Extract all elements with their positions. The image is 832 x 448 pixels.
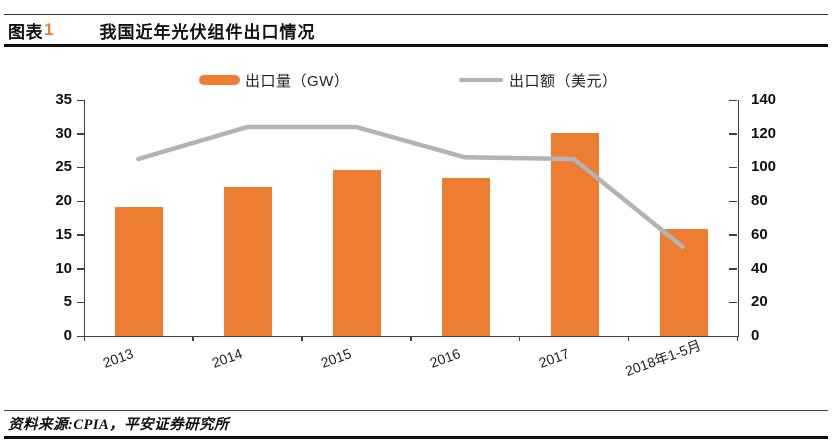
x-axis-tick-1 bbox=[192, 336, 194, 341]
right-axis-label-80: 80 bbox=[751, 192, 768, 210]
data-source-note: 资料来源:CPIA，平安证券研究所 bbox=[8, 417, 230, 433]
x-axis-tick-0 bbox=[83, 336, 85, 341]
x-axis-label-2014: 2014 bbox=[209, 345, 245, 371]
x-axis-tick-3 bbox=[410, 336, 412, 341]
left-axis-tick-15 bbox=[77, 234, 84, 236]
export-value-polyline bbox=[136, 124, 685, 249]
figure-number: 1 bbox=[44, 20, 54, 39]
line-series-swatch bbox=[459, 78, 503, 82]
x-axis-label-2017: 2017 bbox=[536, 345, 572, 371]
right-axis-label-20: 20 bbox=[751, 293, 768, 311]
left-axis-label-20: 20 bbox=[55, 192, 72, 210]
x-axis-tick-4 bbox=[518, 336, 521, 341]
bar-2014 bbox=[224, 186, 273, 336]
x-axis-label-2018年1-5月: 2018年1-5月 bbox=[622, 336, 703, 380]
right-axis-label-60: 60 bbox=[751, 225, 768, 243]
legend-item-export-volume: 出口量（GW） bbox=[199, 70, 349, 90]
right-axis-label-40: 40 bbox=[751, 259, 768, 277]
left-axis-label-15: 15 bbox=[55, 225, 72, 243]
right-axis-label-120: 120 bbox=[751, 124, 777, 142]
left-axis-tick-25 bbox=[77, 166, 84, 169]
bar-2016 bbox=[441, 177, 490, 336]
bar-series-swatch bbox=[199, 75, 240, 85]
legend-label-export-value: 出口额（美元） bbox=[509, 72, 618, 90]
x-axis-label-2016: 2016 bbox=[427, 345, 463, 371]
left-axis-tick-20 bbox=[77, 200, 84, 203]
left-axis-tick-35 bbox=[77, 99, 84, 101]
right-axis-tick-0 bbox=[729, 335, 737, 337]
figure-label: 图表 bbox=[8, 22, 43, 42]
left-axis-label-0: 0 bbox=[63, 327, 72, 344]
legend-item-export-value: 出口额（美元） bbox=[459, 70, 618, 90]
footer-top-rule bbox=[4, 410, 828, 411]
bar-2015 bbox=[333, 170, 382, 336]
x-axis-label-2015: 2015 bbox=[318, 345, 354, 371]
left-axis-label-10: 10 bbox=[55, 259, 72, 277]
x-axis-tick-5 bbox=[627, 336, 630, 341]
right-axis-tick-140 bbox=[729, 99, 737, 101]
header-bottom-rule bbox=[4, 44, 828, 47]
left-axis-label-35: 35 bbox=[55, 91, 72, 108]
figure-title: 我国近年光伏组件出口情况 bbox=[99, 22, 316, 42]
right-axis-tick-40 bbox=[729, 268, 737, 270]
plot-area bbox=[84, 100, 739, 337]
right-axis-tick-80 bbox=[729, 200, 737, 203]
header-top-rule bbox=[4, 14, 828, 15]
bar-2013 bbox=[115, 207, 164, 336]
right-axis-label-100: 100 bbox=[751, 158, 777, 176]
left-axis-label-30: 30 bbox=[55, 124, 72, 142]
right-axis-label-140: 140 bbox=[751, 91, 777, 108]
left-axis-tick-5 bbox=[77, 301, 84, 304]
right-axis-tick-100 bbox=[729, 166, 737, 169]
right-axis-tick-60 bbox=[729, 234, 737, 236]
x-axis-tick-6 bbox=[736, 336, 738, 341]
left-axis-label-25: 25 bbox=[55, 158, 72, 176]
left-axis-tick-0 bbox=[77, 335, 84, 337]
right-axis-tick-20 bbox=[729, 301, 737, 304]
bar-2017 bbox=[550, 133, 599, 336]
x-axis-label-2013: 2013 bbox=[101, 345, 136, 371]
right-axis-label-0: 0 bbox=[751, 327, 760, 344]
left-axis-tick-10 bbox=[77, 268, 84, 270]
figure-caption: 图表 1 我国近年光伏组件出口情况 bbox=[8, 18, 315, 42]
left-axis-tick-30 bbox=[77, 133, 84, 135]
legend-label-export-volume: 出口量（GW） bbox=[245, 72, 350, 90]
footer-bottom-rule bbox=[4, 436, 828, 439]
x-axis-tick-2 bbox=[301, 336, 303, 341]
right-axis-tick-120 bbox=[729, 133, 737, 135]
export-value-line bbox=[136, 124, 685, 249]
left-axis-label-5: 5 bbox=[63, 293, 72, 311]
